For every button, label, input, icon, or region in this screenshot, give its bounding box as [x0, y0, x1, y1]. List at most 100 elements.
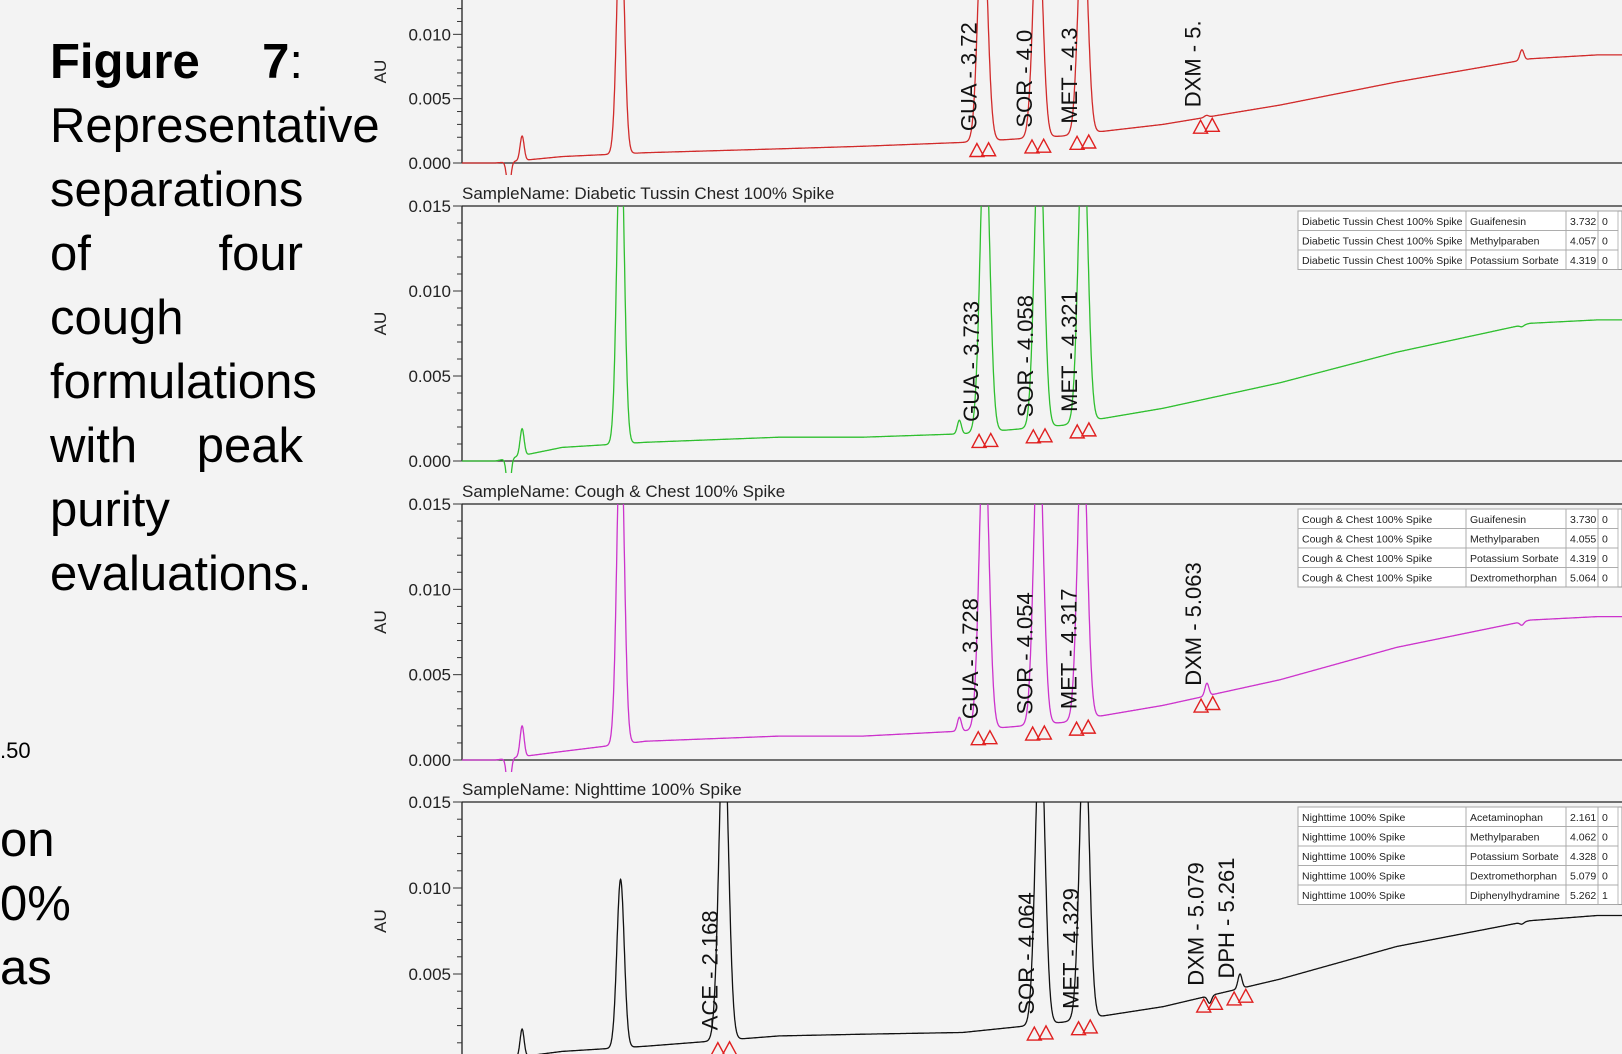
results-table-cell: 4.328: [1570, 851, 1596, 863]
peak-label: SOR - 4.054: [1012, 592, 1037, 714]
y-tick-label: 0.000: [408, 1051, 451, 1054]
y-tick-label: 0.010: [408, 282, 451, 301]
results-table-cell: 0: [1602, 216, 1608, 228]
integration-marker: [1026, 1025, 1043, 1041]
chromatogram-panel: 0.000 0.005 0.010 0.015 AU SampleName: Nightt…: [371, 780, 1622, 1054]
results-table-cell: Potassium Sorbate: [1470, 255, 1559, 267]
chromatogram-panel: 0.000 0.005 0.010 AU GUA - 3.72 SOR - 4.0 MET …: [371, 0, 1622, 175]
y-tick-label: 0.000: [408, 452, 451, 471]
integration-marker: [982, 431, 999, 448]
results-table-cell: Diabetic Tussin Chest 100% Spike: [1302, 216, 1463, 228]
chromatogram-panel: 0.000 0.005 0.010 0.015 AU SampleName: Cough …: [371, 482, 1622, 772]
figure-caption-text: : Representative separations of four cou…: [50, 35, 380, 601]
peak-label: MET - 4.317: [1056, 588, 1081, 709]
integration-marker: [1025, 428, 1042, 444]
integration-marker: [1080, 133, 1097, 149]
results-table-cell: Nighttime 100% Spike: [1302, 812, 1405, 824]
results-table-cell: 4.319: [1570, 255, 1596, 267]
integration-marker: [970, 730, 987, 746]
panel-title: SampleName: Nighttime 100% Spike: [462, 780, 742, 799]
integration-marker: [1080, 421, 1098, 437]
chromatogram-trace: [462, 0, 1622, 175]
integration-marker: [710, 1041, 725, 1054]
peak-label: ACE - 2.168: [698, 910, 723, 1030]
y-tick-label: 0.015: [408, 793, 451, 812]
panel-title: SampleName: Diabetic Tussin Chest 100% S…: [462, 184, 834, 203]
integration-marker: [981, 729, 999, 745]
y-axis-label: AU: [371, 610, 390, 634]
results-table-cell: 0: [1602, 832, 1608, 844]
results-table-cell: 4.057: [1570, 236, 1596, 248]
peak-label: DPH - 5.261: [1214, 857, 1239, 978]
y-tick-label: 0.015: [408, 197, 451, 216]
left-text-line: on: [0, 813, 55, 867]
y-tick-label: 0.000: [408, 751, 451, 770]
integration-marker: [1204, 695, 1221, 711]
peak-label: DXM - 5.079: [1184, 862, 1209, 986]
peak-label: MET - 4.329: [1058, 888, 1083, 1009]
results-table-cell: Diphenylhydramine: [1470, 890, 1560, 902]
chromatogram-panel: 0.000 0.005 0.010 0.015 AU SampleName: Diabet…: [371, 184, 1622, 473]
integration-marker: [1237, 987, 1254, 1003]
peak-label: GUA - 3.728: [958, 598, 983, 719]
y-tick-label: 0.010: [408, 580, 451, 599]
results-table-cell: Cough & Chest 100% Spike: [1302, 573, 1432, 585]
integration-marker: [722, 1040, 737, 1054]
y-tick-label: 0.015: [408, 495, 451, 514]
integration-marker: [1036, 427, 1054, 443]
peak-label: DXM - 5.063: [1181, 562, 1206, 686]
integration-marker: [1207, 994, 1224, 1011]
results-table-cell: Guaifenesin: [1470, 216, 1526, 228]
results-table-cell: Cough & Chest 100% Spike: [1302, 514, 1432, 526]
integration-marker: [1070, 1020, 1087, 1036]
integration-marker: [980, 141, 997, 157]
results-table-cell: Cough & Chest 100% Spike: [1302, 553, 1432, 565]
results-table-cell: Guaifenesin: [1470, 514, 1526, 526]
results-table-cell: Methylparaben: [1470, 832, 1540, 844]
integration-marker: [1036, 724, 1053, 740]
results-table-cell: Nighttime 100% Spike: [1302, 851, 1405, 863]
integration-marker: [1192, 118, 1209, 134]
y-tick-label: 0.005: [408, 666, 451, 685]
y-tick-label: 0.005: [408, 367, 451, 386]
integration-marker: [1068, 134, 1086, 151]
integration-marker: [1225, 990, 1243, 1006]
results-table-cell: Dextromethorphan: [1470, 573, 1557, 585]
y-tick-label: 0.010: [408, 25, 451, 44]
results-table-cell: 0: [1602, 812, 1608, 824]
chromatogram-trace: [462, 504, 1622, 772]
results-table-cell: Dextromethorphan: [1470, 871, 1557, 883]
results-table-cell-border: [1597, 884, 1619, 905]
peak-label: SOR - 4.064: [1014, 892, 1039, 1014]
y-tick-label: 0.005: [408, 90, 451, 109]
y-tick-label: 0.005: [408, 965, 451, 984]
y-axis-label: AU: [371, 312, 390, 336]
results-table-cell: Methylparaben: [1470, 236, 1540, 248]
integration-marker: [1195, 997, 1212, 1013]
y-axis-label: AU: [371, 909, 390, 933]
left-text-fragment: on 0% as: [0, 808, 71, 1000]
results-table-cell: 4.055: [1570, 534, 1596, 546]
results-table-cell: 0: [1602, 573, 1608, 585]
results-table-cell: 1: [1602, 890, 1608, 902]
left-text-line: 0%: [0, 877, 71, 931]
panel-title: SampleName: Cough & Chest 100% Spike: [462, 482, 785, 501]
integration-marker: [1037, 1024, 1055, 1040]
results-table-cell: 0: [1602, 871, 1608, 883]
results-table-cell: 5.262: [1570, 890, 1596, 902]
chromatogram-trace: [462, 206, 1622, 473]
peak-label: DXM - 5.: [1180, 20, 1205, 107]
integration-marker: [1035, 137, 1052, 153]
peak-label: SOR - 4.0: [1012, 30, 1037, 128]
integration-marker: [1068, 720, 1085, 736]
results-table-cell: 0: [1602, 851, 1608, 863]
integration-marker: [1023, 138, 1041, 154]
peak-label: SOR - 4.058: [1013, 295, 1038, 417]
results-table-cell: Potassium Sorbate: [1470, 851, 1559, 863]
integration-marker: [1192, 697, 1210, 713]
results-table-cell: Cough & Chest 100% Spike: [1302, 534, 1432, 546]
integration-marker: [1080, 718, 1097, 734]
results-table-cell: Potassium Sorbate: [1470, 553, 1559, 565]
results-table: [1297, 210, 1622, 270]
